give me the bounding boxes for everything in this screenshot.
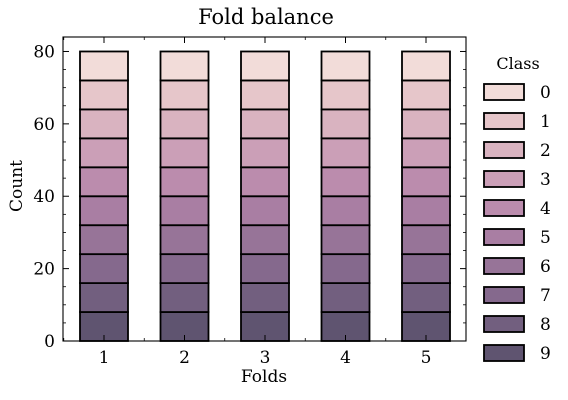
bar-segment-fold-1-class-6	[79, 224, 129, 256]
legend-group: 0 1 2 3 4 5 6 7 8 9	[483, 83, 551, 364]
bar-segment-fold-3-class-2	[240, 108, 290, 140]
bar-segment-fold-2-class-2	[159, 108, 210, 140]
x-tick-label: 4	[340, 348, 351, 368]
bar-segment-fold-1-class-3	[79, 137, 129, 169]
bar-segment-fold-2-class-0	[159, 50, 210, 82]
bar-segment-fold-3-class-1	[240, 79, 290, 111]
x-axis-label: Folds	[241, 367, 287, 387]
bar-segment-fold-4-class-7	[320, 253, 371, 284]
bar-segment-fold-5-class-2	[401, 108, 451, 140]
legend-swatch-class-3	[483, 170, 525, 188]
bar-segment-fold-2-class-8	[159, 282, 210, 313]
bar-segment-fold-2-class-5	[159, 195, 210, 227]
bar-segment-fold-1-class-0	[79, 50, 129, 82]
bar-segment-fold-2-class-7	[159, 253, 210, 284]
bar-segment-fold-1-class-1	[79, 79, 129, 111]
legend-swatch-class-7	[483, 286, 525, 304]
legend-swatch-class-8	[483, 315, 525, 333]
bar-segment-fold-4-class-8	[320, 282, 371, 313]
y-tick-label: 20	[33, 260, 55, 280]
legend-label-class-1: 1	[540, 112, 551, 132]
legend-swatch-class-1	[483, 112, 525, 130]
bar-segment-fold-2-class-1	[159, 79, 210, 111]
bar-segment-fold-3-class-8	[240, 282, 290, 313]
bar-segment-fold-4-class-1	[320, 79, 371, 111]
y-axis-label: Count	[7, 160, 27, 212]
legend-swatch-class-4	[483, 199, 525, 217]
legend-swatch-class-5	[483, 228, 525, 246]
chart-title: Fold balance	[198, 5, 334, 29]
legend-label-class-0: 0	[540, 83, 551, 103]
bar-segment-fold-4-class-2	[320, 108, 371, 140]
x-tick-label: 3	[260, 348, 271, 368]
bar-segment-fold-4-class-4	[320, 166, 371, 198]
legend-label-class-5: 5	[540, 228, 551, 248]
legend-swatch-class-0	[483, 83, 525, 101]
x-tick-label: 2	[179, 348, 190, 368]
bar-segment-fold-2-class-6	[159, 224, 210, 256]
bar-segment-fold-5-class-3	[401, 137, 451, 169]
legend-label-class-2: 2	[540, 141, 551, 161]
bar-segment-fold-3-class-4	[240, 166, 290, 198]
y-tick-label: 0	[44, 332, 55, 352]
bar-segment-fold-5-class-4	[401, 166, 451, 198]
y-tick-label: 80	[33, 42, 55, 62]
legend-label-class-4: 4	[540, 199, 551, 219]
bar-segment-fold-1-class-5	[79, 195, 129, 227]
y-tick-label: 40	[33, 187, 55, 207]
bar-segment-fold-5-class-6	[401, 224, 451, 256]
bar-segment-fold-4-class-3	[320, 137, 371, 169]
bar-segment-fold-1-class-4	[79, 166, 129, 198]
legend-label-class-8: 8	[540, 315, 551, 335]
bar-segment-fold-1-class-7	[79, 253, 129, 284]
legend-swatch-class-9	[483, 344, 525, 362]
bar-segment-fold-5-class-8	[401, 282, 451, 313]
x-tick-label: 5	[421, 348, 432, 368]
axes-group: 0 20 40 60 80 1 2 3 4 5	[33, 36, 467, 368]
bar-segment-fold-3-class-0	[240, 50, 290, 82]
bar-segment-fold-4-class-5	[320, 195, 371, 227]
bar-segment-fold-3-class-3	[240, 137, 290, 169]
bar-segment-fold-5-class-0	[401, 50, 451, 82]
bar-segment-fold-3-class-5	[240, 195, 290, 227]
y-tick-label: 60	[33, 115, 55, 135]
legend-label-class-7: 7	[540, 286, 551, 306]
legend-label-class-6: 6	[540, 257, 551, 277]
bar-segment-fold-1-class-8	[79, 282, 129, 313]
legend-swatch-class-2	[483, 141, 525, 159]
bar-segment-fold-4-class-6	[320, 224, 371, 256]
bar-segment-fold-2-class-4	[159, 166, 210, 198]
bar-segment-fold-3-class-7	[240, 253, 290, 284]
x-tick-label: 1	[99, 348, 110, 368]
legend-title: Class	[496, 54, 539, 73]
bar-segment-fold-2-class-3	[159, 137, 210, 169]
bar-segment-fold-4-class-0	[320, 50, 371, 82]
bars-group	[79, 50, 451, 342]
bar-segment-fold-5-class-5	[401, 195, 451, 227]
bar-segment-fold-1-class-2	[79, 108, 129, 140]
legend-label-class-9: 9	[540, 344, 551, 364]
bar-segment-fold-3-class-6	[240, 224, 290, 256]
bar-segment-fold-5-class-1	[401, 79, 451, 111]
legend-label-class-3: 3	[540, 170, 551, 190]
legend-swatch-class-6	[483, 257, 525, 275]
bar-segment-fold-5-class-7	[401, 253, 451, 284]
